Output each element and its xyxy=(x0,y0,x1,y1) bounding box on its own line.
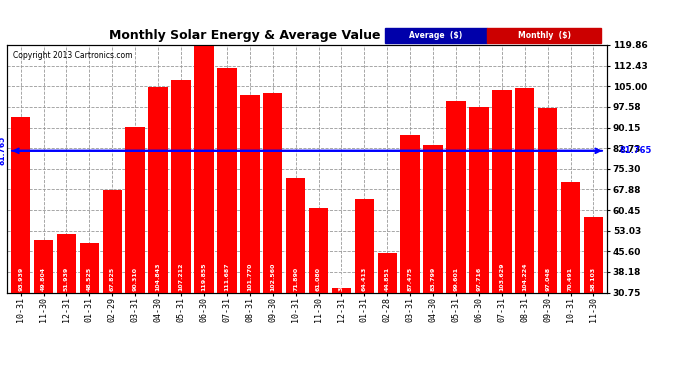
Title: Monthly Solar Energy & Average Value Sat Dec 21 07:38: Monthly Solar Energy & Average Value Sat… xyxy=(109,30,505,42)
Bar xyxy=(492,90,511,292)
Text: 97.048: 97.048 xyxy=(545,267,550,291)
Text: 87.475: 87.475 xyxy=(408,267,413,291)
Text: 32.497: 32.497 xyxy=(339,267,344,291)
FancyBboxPatch shape xyxy=(487,28,601,42)
Bar xyxy=(286,178,306,292)
Bar xyxy=(561,182,580,292)
Bar xyxy=(11,117,30,292)
Bar xyxy=(57,234,76,292)
Bar xyxy=(217,68,237,292)
Bar xyxy=(103,189,122,292)
Bar xyxy=(79,243,99,292)
Bar xyxy=(240,95,259,292)
Text: 97.716: 97.716 xyxy=(476,267,482,291)
Text: 61.080: 61.080 xyxy=(316,267,321,291)
Text: Monthly  ($): Monthly ($) xyxy=(518,31,571,40)
Text: 102.560: 102.560 xyxy=(270,263,275,291)
Text: 90.310: 90.310 xyxy=(132,267,138,291)
Bar xyxy=(332,288,351,292)
Text: 64.413: 64.413 xyxy=(362,267,367,291)
Text: 111.687: 111.687 xyxy=(224,262,229,291)
Text: 58.103: 58.103 xyxy=(591,267,596,291)
Bar xyxy=(34,240,53,292)
Bar xyxy=(377,254,397,292)
Text: 48.525: 48.525 xyxy=(87,267,92,291)
Text: 104.224: 104.224 xyxy=(522,262,527,291)
Text: 81.765: 81.765 xyxy=(619,146,651,155)
Text: 99.601: 99.601 xyxy=(453,267,458,291)
Bar xyxy=(263,93,282,292)
Text: 44.851: 44.851 xyxy=(385,267,390,291)
Text: 49.804: 49.804 xyxy=(41,267,46,291)
FancyBboxPatch shape xyxy=(385,28,487,42)
Text: Average  ($): Average ($) xyxy=(409,31,463,40)
Bar xyxy=(148,87,168,292)
Text: Copyright 2013 Cartronics.com: Copyright 2013 Cartronics.com xyxy=(13,51,132,60)
Bar xyxy=(584,216,603,292)
Text: 101.770: 101.770 xyxy=(247,263,253,291)
Bar xyxy=(194,45,214,292)
Text: 70.491: 70.491 xyxy=(568,267,573,291)
Text: 83.799: 83.799 xyxy=(431,267,435,291)
Bar xyxy=(308,208,328,292)
Bar xyxy=(355,199,374,292)
Text: 119.855: 119.855 xyxy=(201,262,206,291)
Text: 81.765: 81.765 xyxy=(0,136,7,165)
Text: 67.825: 67.825 xyxy=(110,267,115,291)
Text: 51.939: 51.939 xyxy=(64,267,69,291)
Text: 107.212: 107.212 xyxy=(179,262,184,291)
Text: 93.939: 93.939 xyxy=(18,267,23,291)
Bar xyxy=(515,88,535,292)
Bar xyxy=(424,145,443,292)
Bar xyxy=(171,80,190,292)
Bar xyxy=(446,101,466,292)
Bar xyxy=(126,127,145,292)
Bar xyxy=(400,135,420,292)
Text: 103.629: 103.629 xyxy=(500,262,504,291)
Text: 104.843: 104.843 xyxy=(156,262,161,291)
Bar xyxy=(469,106,489,292)
Text: 71.890: 71.890 xyxy=(293,267,298,291)
Bar xyxy=(538,108,558,292)
